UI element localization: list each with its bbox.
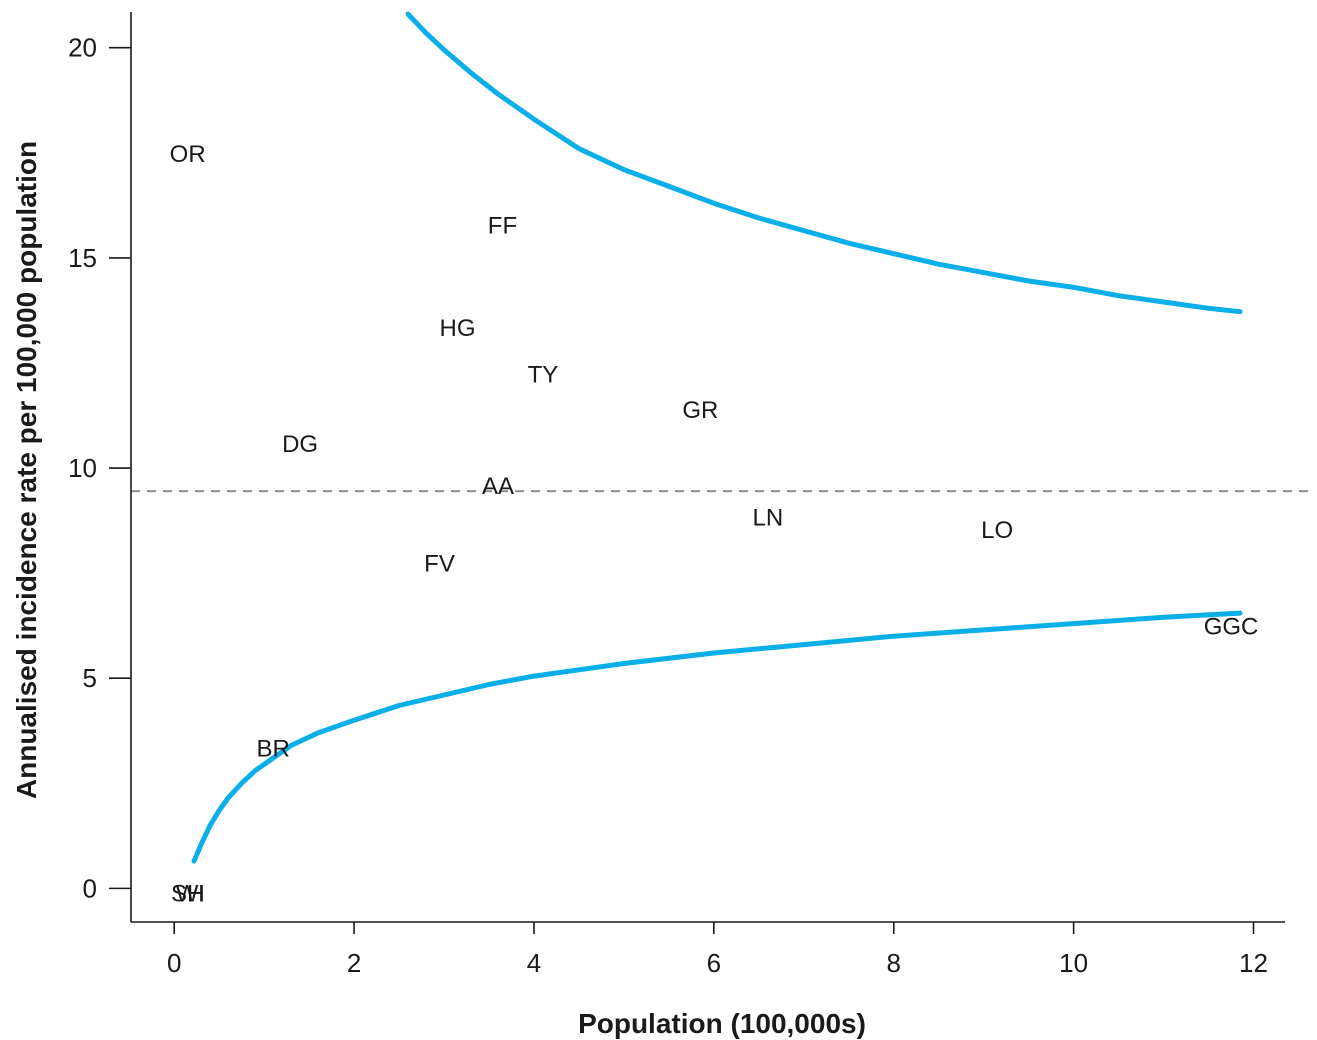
point-label-or: OR — [170, 141, 206, 168]
x-tick-label: 10 — [1059, 948, 1088, 978]
point-label-aa: AA — [482, 473, 514, 500]
point-label-gr: GR — [682, 397, 718, 424]
lower-control-limit — [191, 610, 1243, 864]
point-label-ty: TY — [528, 361, 559, 388]
point-label-wi: WI — [176, 881, 205, 908]
x-axis-title: Population (100,000s) — [578, 1008, 866, 1039]
point-label-ff: FF — [488, 212, 517, 239]
y-tick-label: 20 — [68, 33, 97, 63]
x-tick-label: 4 — [527, 948, 541, 978]
point-label-ln: LN — [752, 504, 783, 531]
x-tick-label: 12 — [1239, 948, 1268, 978]
point-label-fv: FV — [424, 551, 455, 578]
y-tick-label: 5 — [83, 663, 97, 693]
point-label-lo: LO — [981, 517, 1013, 544]
x-tick-label: 0 — [167, 948, 181, 978]
point-label-ggc: GGC — [1204, 614, 1259, 641]
control-limit-layer — [191, 11, 1243, 864]
axes: 0 2 4 6 8 10 12 0 5 10 15 20 — [68, 12, 1285, 978]
point-label-dg: DG — [282, 431, 318, 458]
y-tick-label: 10 — [68, 453, 97, 483]
y-tick-label: 0 — [83, 873, 97, 903]
y-tick-label: 15 — [68, 243, 97, 273]
upper-control-limit — [405, 11, 1243, 315]
point-label-sh: SH — [171, 881, 204, 908]
x-tick-label: 8 — [887, 948, 901, 978]
point-label-br: BR — [256, 736, 289, 763]
y-axis-title: Annualised incidence rate per 100,000 po… — [11, 141, 42, 799]
x-tick-label: 2 — [347, 948, 361, 978]
point-label-hg: HG — [440, 315, 476, 342]
x-tick-label: 6 — [707, 948, 721, 978]
